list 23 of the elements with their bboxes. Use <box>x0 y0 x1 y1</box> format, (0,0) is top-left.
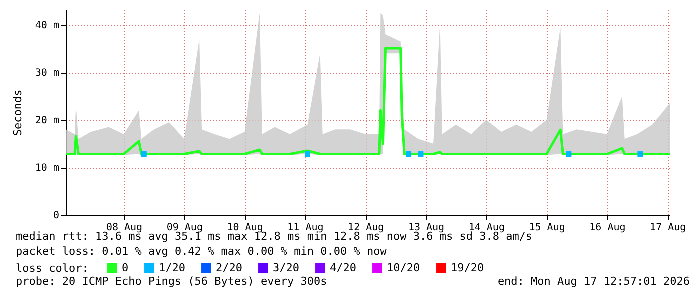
legend-label: 10/20 <box>387 262 420 275</box>
legend-label: 19/20 <box>451 262 484 275</box>
x-tick-label: 16 Aug <box>590 222 626 234</box>
y-tick-label: 30 m <box>35 68 60 80</box>
legend-title: loss color: <box>16 262 89 275</box>
legend-label: 0 <box>122 262 129 275</box>
y-tick-label: 0 <box>53 210 60 222</box>
legend-label: 1/20 <box>159 262 186 275</box>
x-tick-label: 17 Aug <box>650 222 686 234</box>
legend-label: 4/20 <box>330 262 356 275</box>
legend-label: 2/20 <box>216 262 242 275</box>
x-tick-label: 11 Aug <box>288 222 324 234</box>
legend-label: 3/20 <box>273 262 300 275</box>
x-tick-label: 10 Aug <box>227 222 264 234</box>
y-tick-label: 10 m <box>35 163 60 174</box>
line-series <box>64 47 672 156</box>
text: packet loss: 0.01 % avg 0.42 % max 0.00 % min 0.00 % now <box>16 245 388 258</box>
text: end: Mon Aug 17 12:57:01 2026 <box>498 275 690 288</box>
text: probe: 20 ICMP Echo Pings (56 Bytes) every 300s <box>16 275 328 288</box>
y-tick-label: 20 m <box>35 116 60 127</box>
y-axis-title: Seconds <box>11 90 24 136</box>
y-tick-label: 40 m <box>35 20 60 32</box>
x-tick-label: 15 Aug <box>529 222 566 234</box>
